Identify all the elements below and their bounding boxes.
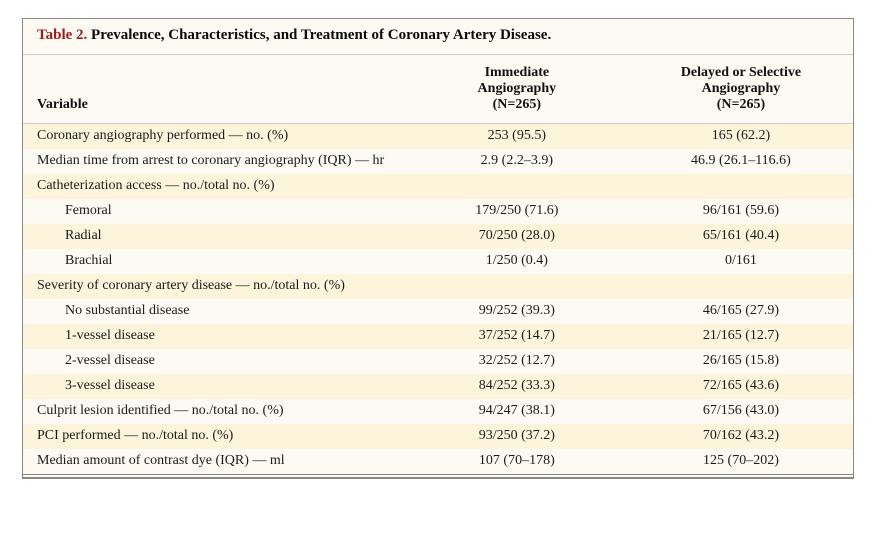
- table-row: No substantial disease 99/252 (39.3)46/16…: [23, 299, 853, 324]
- row-value-delayed: 70/162 (43.2): [629, 424, 853, 449]
- row-variable: 2-vessel disease: [23, 349, 405, 374]
- row-value-delayed: 125 (70–202): [629, 449, 853, 475]
- col2-line3: (N=265): [419, 97, 615, 113]
- header-row: Variable Immediate Angiography (N=265) D…: [23, 55, 853, 124]
- table-footer-rules: [23, 475, 853, 479]
- row-value-delayed: 67/156 (43.0): [629, 399, 853, 424]
- row-value-delayed: 46/165 (27.9): [629, 299, 853, 324]
- table-row: Median amount of contrast dye (IQR) — ml…: [23, 449, 853, 475]
- row-variable-label: No substantial disease: [37, 303, 189, 319]
- row-value-delayed: 72/165 (43.6): [629, 374, 853, 399]
- table-title-row: Table 2. Prevalence, Characteristics, an…: [23, 19, 853, 55]
- table-head: Variable Immediate Angiography (N=265) D…: [23, 55, 853, 124]
- row-value-immediate: 2.9 (2.2–3.9): [405, 149, 629, 174]
- col2-line2: Angiography: [419, 81, 615, 97]
- bottom-rule-2: [23, 478, 853, 479]
- table-row: Radial 70/250 (28.0)65/161 (40.4): [23, 224, 853, 249]
- table-row: Median time from arrest to coronary angi…: [23, 149, 853, 174]
- row-value-immediate: 93/250 (37.2): [405, 424, 629, 449]
- row-variable: Femoral: [23, 199, 405, 224]
- row-variable: Median amount of contrast dye (IQR) — ml: [23, 449, 405, 475]
- col3-line3: (N=265): [643, 97, 839, 113]
- table-row: 2-vessel disease 32/252 (12.7)26/165 (15.…: [23, 349, 853, 374]
- row-value-immediate: 84/252 (33.3): [405, 374, 629, 399]
- row-variable-label: Radial: [37, 228, 102, 244]
- row-value-delayed: 65/161 (40.4): [629, 224, 853, 249]
- table-panel: Table 2. Prevalence, Characteristics, an…: [22, 18, 854, 479]
- table-body: Coronary angiography performed — no. (%)…: [23, 124, 853, 475]
- row-value-immediate: 107 (70–178): [405, 449, 629, 475]
- table-row: Coronary angiography performed — no. (%)…: [23, 124, 853, 150]
- col-header-variable: Variable: [23, 55, 405, 124]
- col-header-immediate: Immediate Angiography (N=265): [405, 55, 629, 124]
- row-variable-label: Brachial: [37, 253, 112, 269]
- col3-line2: Angiography: [643, 81, 839, 97]
- row-variable-label: 2-vessel disease: [37, 353, 155, 369]
- row-value-delayed: 96/161 (59.6): [629, 199, 853, 224]
- row-variable-label: Femoral: [37, 203, 112, 219]
- col-header-delayed: Delayed or Selective Angiography (N=265): [629, 55, 853, 124]
- row-value-delayed: 46.9 (26.1–116.6): [629, 149, 853, 174]
- table-row: Femoral 179/250 (71.6)96/161 (59.6): [23, 199, 853, 224]
- table-title: Prevalence, Characteristics, and Treatme…: [91, 27, 551, 43]
- row-value-delayed: [629, 174, 853, 199]
- row-variable: 3-vessel disease: [23, 374, 405, 399]
- row-value-delayed: 21/165 (12.7): [629, 324, 853, 349]
- row-variable: Catheterization access — no./total no. (…: [23, 174, 405, 199]
- row-variable: PCI performed — no./total no. (%): [23, 424, 405, 449]
- table-row: Catheterization access — no./total no. (…: [23, 174, 853, 199]
- row-variable: Brachial: [23, 249, 405, 274]
- row-value-delayed: 165 (62.2): [629, 124, 853, 150]
- table-row: Severity of coronary artery disease — no…: [23, 274, 853, 299]
- row-value-immediate: 37/252 (14.7): [405, 324, 629, 349]
- data-table: Variable Immediate Angiography (N=265) D…: [23, 55, 853, 478]
- table-row: PCI performed — no./total no. (%)93/250 …: [23, 424, 853, 449]
- row-variable: Median time from arrest to coronary angi…: [23, 149, 405, 174]
- table-row: Brachial 1/250 (0.4)0/161: [23, 249, 853, 274]
- row-variable: Radial: [23, 224, 405, 249]
- row-variable: No substantial disease: [23, 299, 405, 324]
- row-value-immediate: 1/250 (0.4): [405, 249, 629, 274]
- row-value-immediate: 253 (95.5): [405, 124, 629, 150]
- row-value-immediate: 179/250 (71.6): [405, 199, 629, 224]
- row-variable: Culprit lesion identified — no./total no…: [23, 399, 405, 424]
- col3-line1: Delayed or Selective: [643, 65, 839, 81]
- table-number: Table 2.: [37, 27, 87, 43]
- col2-line1: Immediate: [419, 65, 615, 81]
- row-variable: Severity of coronary artery disease — no…: [23, 274, 405, 299]
- table-row: 3-vessel disease 84/252 (33.3)72/165 (43.…: [23, 374, 853, 399]
- table-caption: Table 2. Prevalence, Characteristics, an…: [23, 19, 853, 54]
- row-value-delayed: 26/165 (15.8): [629, 349, 853, 374]
- row-value-immediate: 70/250 (28.0): [405, 224, 629, 249]
- row-value-delayed: [629, 274, 853, 299]
- row-value-immediate: 99/252 (39.3): [405, 299, 629, 324]
- row-variable-label: 3-vessel disease: [37, 378, 155, 394]
- row-variable: Coronary angiography performed — no. (%): [23, 124, 405, 150]
- row-variable: 1-vessel disease: [23, 324, 405, 349]
- row-variable-label: 1-vessel disease: [37, 328, 155, 344]
- table-row: Culprit lesion identified — no./total no…: [23, 399, 853, 424]
- row-value-immediate: [405, 174, 629, 199]
- row-value-delayed: 0/161: [629, 249, 853, 274]
- row-value-immediate: 32/252 (12.7): [405, 349, 629, 374]
- table-row: 1-vessel disease 37/252 (14.7)21/165 (12.…: [23, 324, 853, 349]
- row-value-immediate: 94/247 (38.1): [405, 399, 629, 424]
- row-value-immediate: [405, 274, 629, 299]
